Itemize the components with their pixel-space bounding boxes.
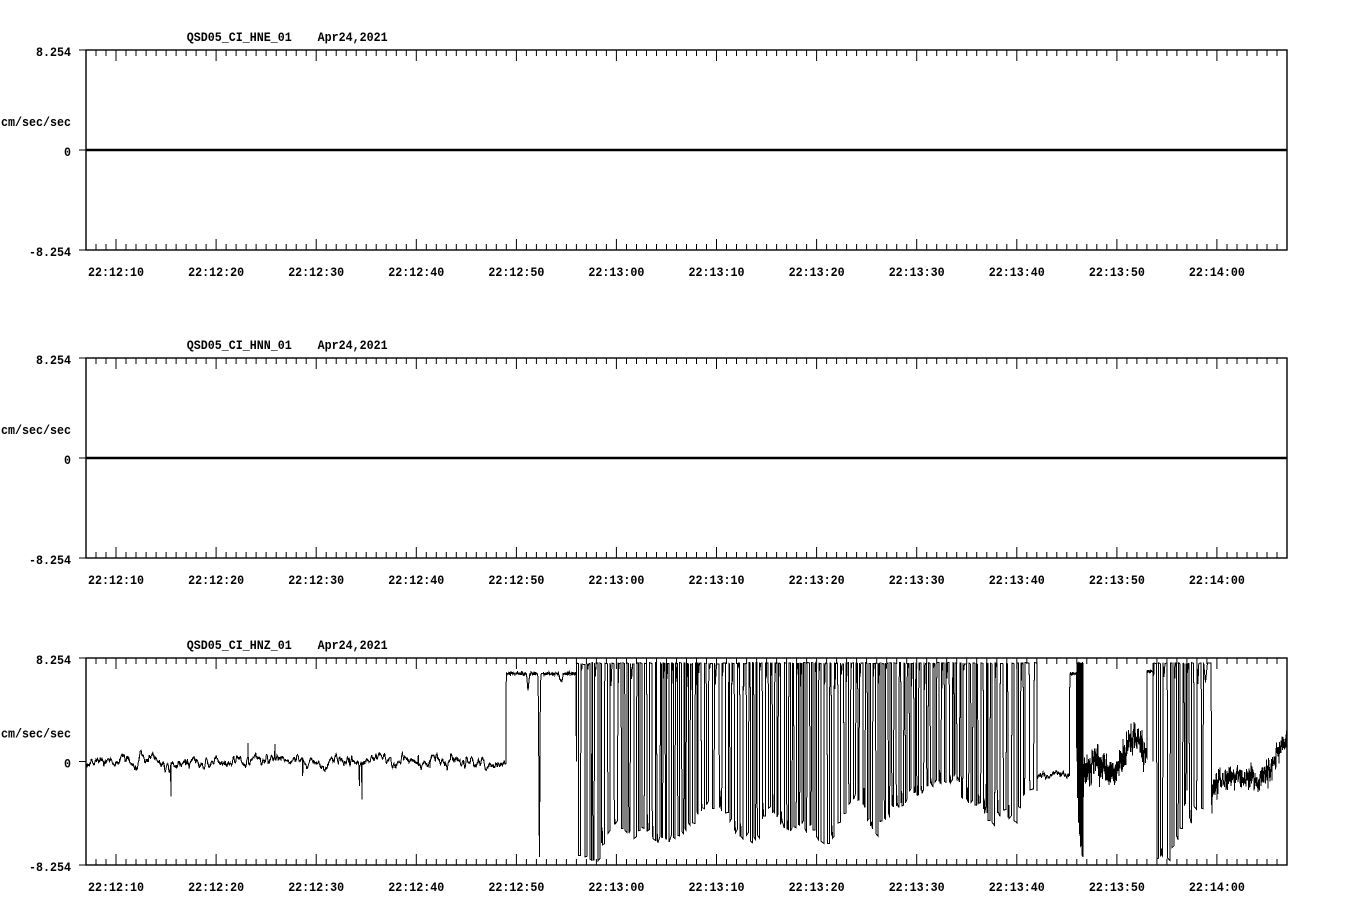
- svg-text:22:13:30: 22:13:30: [889, 265, 945, 280]
- svg-text:22:12:50: 22:12:50: [488, 265, 544, 280]
- svg-text:22:12:10: 22:12:10: [88, 880, 144, 895]
- svg-text:22:13:00: 22:13:00: [588, 880, 644, 895]
- svg-text:22:13:40: 22:13:40: [989, 265, 1045, 280]
- svg-text:Apr24,2021: Apr24,2021: [318, 338, 388, 353]
- svg-text:22:13:40: 22:13:40: [989, 880, 1045, 895]
- svg-text:QSD05_CI_HNZ_01: QSD05_CI_HNZ_01: [187, 638, 292, 653]
- svg-text:22:13:50: 22:13:50: [1089, 880, 1145, 895]
- svg-text:22:12:30: 22:12:30: [288, 265, 344, 280]
- svg-text:22:13:20: 22:13:20: [789, 573, 845, 588]
- svg-text:22:12:30: 22:12:30: [288, 880, 344, 895]
- svg-text:cm/sec/sec: cm/sec/sec: [1, 423, 71, 438]
- svg-text:22:13:50: 22:13:50: [1089, 265, 1145, 280]
- svg-text:22:13:30: 22:13:30: [889, 573, 945, 588]
- svg-text:QSD05_CI_HNN_01: QSD05_CI_HNN_01: [187, 338, 292, 353]
- svg-text:Apr24,2021: Apr24,2021: [318, 30, 388, 45]
- svg-text:QSD05_CI_HNE_01: QSD05_CI_HNE_01: [187, 30, 292, 45]
- svg-text:22:13:10: 22:13:10: [689, 880, 745, 895]
- svg-text:22:13:50: 22:13:50: [1089, 573, 1145, 588]
- svg-text:22:13:40: 22:13:40: [989, 573, 1045, 588]
- svg-text:22:12:40: 22:12:40: [388, 880, 444, 895]
- svg-text:0: 0: [64, 453, 71, 468]
- svg-text:22:14:00: 22:14:00: [1189, 880, 1245, 895]
- svg-text:22:12:40: 22:12:40: [388, 573, 444, 588]
- svg-text:22:12:40: 22:12:40: [388, 265, 444, 280]
- svg-text:22:12:10: 22:12:10: [88, 265, 144, 280]
- svg-text:22:13:10: 22:13:10: [689, 573, 745, 588]
- svg-text:0: 0: [64, 145, 71, 160]
- svg-text:22:14:00: 22:14:00: [1189, 573, 1245, 588]
- svg-text:22:13:20: 22:13:20: [789, 265, 845, 280]
- svg-text:-8.254: -8.254: [29, 553, 71, 568]
- svg-text:22:13:10: 22:13:10: [689, 265, 745, 280]
- svg-text:22:13:30: 22:13:30: [889, 880, 945, 895]
- svg-text:8.254: 8.254: [36, 653, 71, 668]
- svg-text:22:12:50: 22:12:50: [488, 880, 544, 895]
- svg-text:8.254: 8.254: [36, 45, 71, 60]
- svg-text:22:13:00: 22:13:00: [588, 265, 644, 280]
- svg-text:22:14:00: 22:14:00: [1189, 265, 1245, 280]
- svg-text:8.254: 8.254: [36, 353, 71, 368]
- svg-text:22:12:10: 22:12:10: [88, 573, 144, 588]
- svg-text:22:12:20: 22:12:20: [188, 880, 244, 895]
- svg-text:22:12:20: 22:12:20: [188, 573, 244, 588]
- svg-text:22:13:00: 22:13:00: [588, 573, 644, 588]
- svg-text:22:12:20: 22:12:20: [188, 265, 244, 280]
- svg-text:0: 0: [64, 757, 71, 772]
- svg-text:22:13:20: 22:13:20: [789, 880, 845, 895]
- svg-text:Apr24,2021: Apr24,2021: [318, 638, 388, 653]
- svg-text:22:12:50: 22:12:50: [488, 573, 544, 588]
- svg-text:22:12:30: 22:12:30: [288, 573, 344, 588]
- svg-text:cm/sec/sec: cm/sec/sec: [1, 727, 71, 742]
- svg-text:cm/sec/sec: cm/sec/sec: [1, 115, 71, 130]
- svg-text:-8.254: -8.254: [29, 860, 71, 875]
- svg-text:-8.254: -8.254: [29, 245, 71, 260]
